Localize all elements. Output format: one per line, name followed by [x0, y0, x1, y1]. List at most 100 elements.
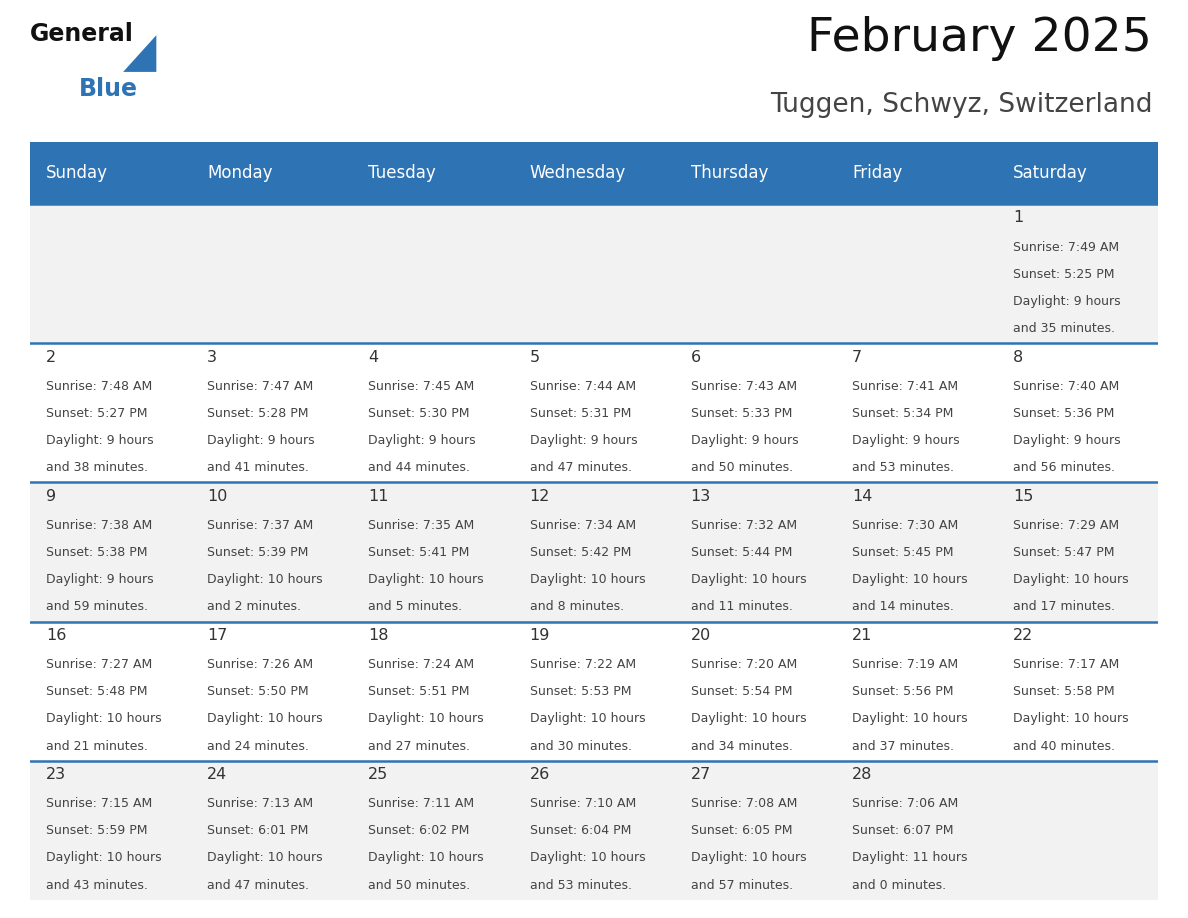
Text: and 35 minutes.: and 35 minutes. — [1013, 322, 1116, 335]
Text: Sunset: 5:31 PM: Sunset: 5:31 PM — [530, 408, 631, 420]
Text: Sunset: 5:47 PM: Sunset: 5:47 PM — [1013, 546, 1114, 559]
Text: and 0 minutes.: and 0 minutes. — [852, 879, 946, 891]
Text: Sunrise: 7:10 AM: Sunrise: 7:10 AM — [530, 797, 636, 811]
Bar — [836, 761, 997, 900]
Text: Sunset: 5:58 PM: Sunset: 5:58 PM — [1013, 686, 1114, 699]
Text: Sunrise: 7:44 AM: Sunrise: 7:44 AM — [530, 380, 636, 393]
Text: Daylight: 10 hours: Daylight: 10 hours — [46, 852, 162, 865]
Text: and 47 minutes.: and 47 minutes. — [207, 879, 309, 891]
Text: Sunset: 5:56 PM: Sunset: 5:56 PM — [852, 686, 954, 699]
Text: Daylight: 10 hours: Daylight: 10 hours — [530, 852, 645, 865]
Text: 18: 18 — [368, 628, 388, 643]
Text: 28: 28 — [852, 767, 872, 781]
Text: 23: 23 — [46, 767, 67, 781]
Text: Sunset: 5:53 PM: Sunset: 5:53 PM — [530, 686, 631, 699]
Text: Sunset: 5:28 PM: Sunset: 5:28 PM — [207, 408, 309, 420]
Text: Sunrise: 7:08 AM: Sunrise: 7:08 AM — [690, 797, 797, 811]
Text: and 14 minutes.: and 14 minutes. — [852, 600, 954, 613]
Text: Sunset: 5:59 PM: Sunset: 5:59 PM — [46, 824, 147, 837]
Text: 15: 15 — [1013, 488, 1034, 504]
Text: Daylight: 10 hours: Daylight: 10 hours — [690, 712, 807, 725]
Text: Wednesday: Wednesday — [530, 164, 626, 183]
Text: Daylight: 9 hours: Daylight: 9 hours — [207, 434, 315, 447]
Text: 1: 1 — [1013, 210, 1023, 226]
Text: Daylight: 10 hours: Daylight: 10 hours — [207, 852, 323, 865]
Text: Sunset: 5:25 PM: Sunset: 5:25 PM — [1013, 268, 1114, 281]
Text: and 59 minutes.: and 59 minutes. — [46, 600, 147, 613]
Text: Sunrise: 7:11 AM: Sunrise: 7:11 AM — [368, 797, 474, 811]
Text: and 56 minutes.: and 56 minutes. — [1013, 462, 1116, 475]
Bar — [513, 621, 675, 761]
Text: Daylight: 9 hours: Daylight: 9 hours — [1013, 434, 1120, 447]
Text: Sunset: 5:42 PM: Sunset: 5:42 PM — [530, 546, 631, 559]
Text: Sunrise: 7:22 AM: Sunrise: 7:22 AM — [530, 658, 636, 671]
Text: Sunset: 6:02 PM: Sunset: 6:02 PM — [368, 824, 469, 837]
Text: Sunrise: 7:24 AM: Sunrise: 7:24 AM — [368, 658, 474, 671]
Text: 22: 22 — [1013, 628, 1034, 643]
Text: and 53 minutes.: and 53 minutes. — [530, 879, 632, 891]
Text: Sunrise: 7:34 AM: Sunrise: 7:34 AM — [530, 520, 636, 532]
Text: 5: 5 — [530, 350, 539, 364]
Text: Sunrise: 7:26 AM: Sunrise: 7:26 AM — [207, 658, 314, 671]
Bar — [997, 142, 1158, 205]
Text: Friday: Friday — [852, 164, 902, 183]
Text: Daylight: 10 hours: Daylight: 10 hours — [530, 574, 645, 587]
Text: and 41 minutes.: and 41 minutes. — [207, 462, 309, 475]
Text: Daylight: 9 hours: Daylight: 9 hours — [368, 434, 476, 447]
Text: Blue: Blue — [80, 76, 138, 100]
Text: Daylight: 9 hours: Daylight: 9 hours — [530, 434, 637, 447]
Bar — [191, 483, 352, 621]
Text: Sunrise: 7:45 AM: Sunrise: 7:45 AM — [368, 380, 474, 393]
Text: Sunset: 5:39 PM: Sunset: 5:39 PM — [207, 546, 309, 559]
Bar — [352, 761, 513, 900]
Text: Sunset: 5:38 PM: Sunset: 5:38 PM — [46, 546, 147, 559]
Bar — [513, 343, 675, 483]
Text: Sunset: 6:04 PM: Sunset: 6:04 PM — [530, 824, 631, 837]
Text: 11: 11 — [368, 488, 388, 504]
Text: Sunset: 5:41 PM: Sunset: 5:41 PM — [368, 546, 469, 559]
Bar — [191, 142, 352, 205]
Text: Sunrise: 7:48 AM: Sunrise: 7:48 AM — [46, 380, 152, 393]
Text: General: General — [30, 22, 133, 46]
Text: 16: 16 — [46, 628, 67, 643]
Text: Daylight: 10 hours: Daylight: 10 hours — [368, 574, 484, 587]
Bar — [352, 343, 513, 483]
Text: and 11 minutes.: and 11 minutes. — [690, 600, 792, 613]
Bar — [191, 205, 352, 343]
Text: and 38 minutes.: and 38 minutes. — [46, 462, 147, 475]
Text: and 21 minutes.: and 21 minutes. — [46, 740, 147, 753]
Text: 26: 26 — [530, 767, 550, 781]
Text: 6: 6 — [690, 350, 701, 364]
Text: Sunset: 5:33 PM: Sunset: 5:33 PM — [690, 408, 792, 420]
Text: 7: 7 — [852, 350, 862, 364]
Text: Daylight: 10 hours: Daylight: 10 hours — [207, 712, 323, 725]
Text: 17: 17 — [207, 628, 227, 643]
Text: 3: 3 — [207, 350, 217, 364]
Text: Thursday: Thursday — [690, 164, 769, 183]
Bar — [30, 761, 191, 900]
Text: 24: 24 — [207, 767, 227, 781]
Text: 10: 10 — [207, 488, 227, 504]
Text: and 50 minutes.: and 50 minutes. — [690, 462, 792, 475]
Text: 21: 21 — [852, 628, 872, 643]
Text: and 40 minutes.: and 40 minutes. — [1013, 740, 1116, 753]
Text: Sunrise: 7:27 AM: Sunrise: 7:27 AM — [46, 658, 152, 671]
Bar — [836, 621, 997, 761]
Text: and 44 minutes.: and 44 minutes. — [368, 462, 470, 475]
Text: Daylight: 10 hours: Daylight: 10 hours — [530, 712, 645, 725]
Text: Sunset: 5:54 PM: Sunset: 5:54 PM — [690, 686, 792, 699]
Text: 20: 20 — [690, 628, 710, 643]
Text: Sunset: 5:36 PM: Sunset: 5:36 PM — [1013, 408, 1114, 420]
Text: Sunday: Sunday — [46, 164, 108, 183]
Text: and 50 minutes.: and 50 minutes. — [368, 879, 470, 891]
Text: Sunrise: 7:49 AM: Sunrise: 7:49 AM — [1013, 241, 1119, 254]
Text: Daylight: 10 hours: Daylight: 10 hours — [852, 574, 967, 587]
Text: Daylight: 10 hours: Daylight: 10 hours — [368, 712, 484, 725]
Bar — [352, 142, 513, 205]
Text: and 8 minutes.: and 8 minutes. — [530, 600, 624, 613]
Bar — [675, 621, 836, 761]
Text: and 30 minutes.: and 30 minutes. — [530, 740, 632, 753]
Text: 4: 4 — [368, 350, 379, 364]
Text: Sunrise: 7:47 AM: Sunrise: 7:47 AM — [207, 380, 314, 393]
Text: Sunrise: 7:38 AM: Sunrise: 7:38 AM — [46, 520, 152, 532]
